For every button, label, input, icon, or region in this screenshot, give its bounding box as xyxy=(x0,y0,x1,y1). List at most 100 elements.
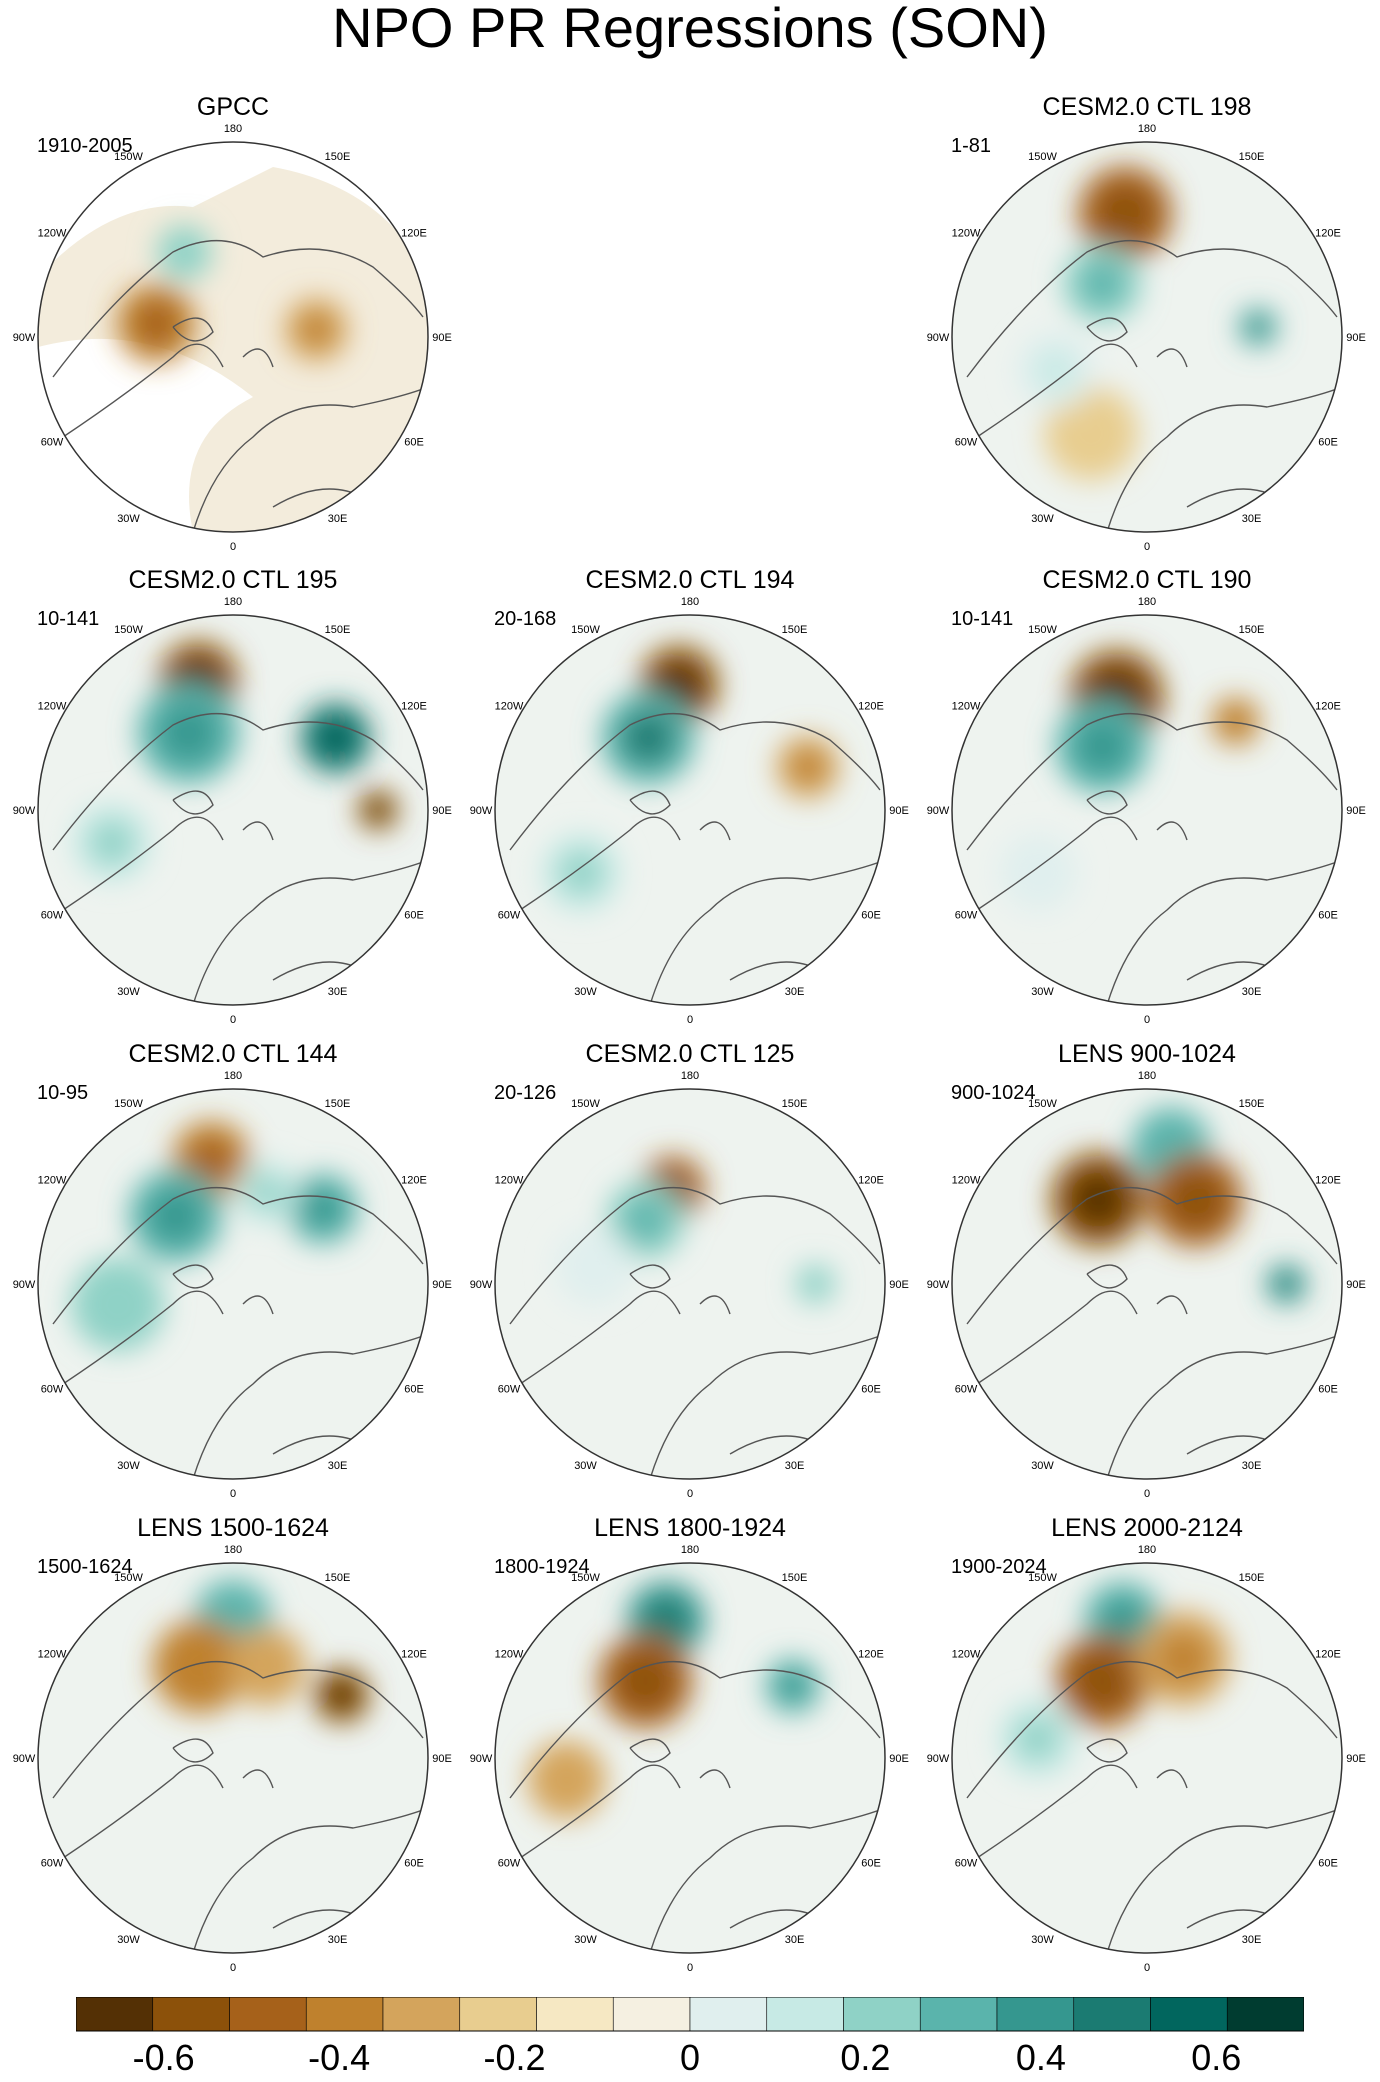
coastline xyxy=(1156,821,1188,841)
panel-period-label: 1910-2005 xyxy=(37,135,133,157)
panel-title: LENS 2000-2124 xyxy=(1051,1514,1243,1542)
longitude-label: 90W xyxy=(13,1279,36,1291)
longitude-label: 0 xyxy=(1144,1962,1150,1974)
colorbar-segment xyxy=(305,1996,384,2032)
longitude-label: 180 xyxy=(1138,123,1156,135)
longitude-label: 120W xyxy=(952,228,981,240)
longitude-label: 90E xyxy=(432,332,452,344)
panel-title: CESM2.0 CTL 194 xyxy=(585,566,795,594)
coastline xyxy=(509,712,881,851)
panel-period-label: 20-126 xyxy=(494,1082,557,1104)
anomaly-core xyxy=(1072,1173,1124,1226)
anomaly-core xyxy=(790,749,825,785)
longitude-label: 30W xyxy=(1031,513,1054,525)
coastline xyxy=(966,712,1338,851)
anomaly-core xyxy=(316,718,355,758)
longitude-label: 120W xyxy=(495,1649,524,1661)
map-border xyxy=(951,1088,1343,1480)
polar-map: 0 30E 60E 90E 120E 150E 180 150W 120W 90W 60W 30W xyxy=(927,123,1366,553)
map-border xyxy=(494,1088,886,1480)
colorbar-segment xyxy=(689,1996,768,2032)
anomaly-core xyxy=(92,1278,144,1331)
map-border xyxy=(37,141,429,533)
polar-map: 0 30E 60E 90E 120E 150E 180 150W 120W 90W 60W 30W xyxy=(927,596,1366,1026)
longitude-label: 90E xyxy=(1346,1279,1366,1291)
anomaly-core xyxy=(1080,262,1124,306)
coastline xyxy=(1106,859,1342,1005)
longitude-label: 60W xyxy=(955,910,978,922)
longitude-label: 90W xyxy=(470,805,493,817)
longitude-label: 30E xyxy=(328,513,348,525)
anomaly-core xyxy=(160,704,217,761)
longitude-label: 30W xyxy=(1031,1460,1054,1472)
longitude-label: 60E xyxy=(1318,910,1338,922)
longitude-label: 60W xyxy=(498,910,521,922)
anomaly-core xyxy=(622,711,674,764)
colorbar-segment xyxy=(843,1996,921,2032)
longitude-label: 150W xyxy=(1028,624,1057,636)
coastline xyxy=(1106,1333,1342,1479)
coastline xyxy=(172,317,214,342)
colorbar-segment xyxy=(75,1996,154,2032)
colorbar-segment xyxy=(152,1996,230,2032)
coastline xyxy=(242,1295,274,1315)
longitude-label: 90E xyxy=(1346,332,1366,344)
coastline xyxy=(62,343,224,438)
longitude-label: 60W xyxy=(498,1858,521,1870)
longitude-label: 180 xyxy=(224,1070,242,1082)
longitude-label: 90E xyxy=(889,1753,909,1765)
longitude-label: 150W xyxy=(1028,151,1057,163)
panel-period-label: 10-141 xyxy=(37,608,100,630)
anomaly-core xyxy=(1222,708,1249,735)
longitude-label: 30E xyxy=(1242,1934,1262,1946)
longitude-label: 150W xyxy=(1028,1572,1057,1584)
panel-title: CESM2.0 CTL 195 xyxy=(128,566,338,594)
longitude-label: 90W xyxy=(927,1753,950,1765)
colorbar-segment xyxy=(612,1996,691,2032)
colorbar-segment xyxy=(919,1996,998,2032)
coastline xyxy=(52,712,424,851)
longitude-label: 30E xyxy=(785,1934,805,1946)
longitude-label: 30E xyxy=(785,986,805,998)
coastline xyxy=(192,386,428,532)
map-border xyxy=(494,614,886,1006)
coastline xyxy=(242,821,274,841)
coastline xyxy=(62,1290,224,1385)
colorbar-segment xyxy=(1073,1996,1151,2032)
panel-title: CESM2.0 CTL 190 xyxy=(1042,566,1252,594)
coastline xyxy=(242,348,274,368)
longitude-label: 90W xyxy=(927,805,950,817)
longitude-label: 120E xyxy=(1315,228,1341,240)
longitude-label: 0 xyxy=(230,541,236,553)
longitude-label: 60E xyxy=(404,1384,424,1396)
colorbar-graphic xyxy=(75,1996,1305,2032)
longitude-label: 30W xyxy=(574,986,597,998)
map-background xyxy=(38,1563,428,1953)
longitude-label: 120E xyxy=(1315,1175,1341,1187)
longitude-label: 150W xyxy=(1028,1098,1057,1110)
coastline xyxy=(966,1186,1338,1325)
panel-period-label: 1-81 xyxy=(951,135,992,157)
longitude-label: 150E xyxy=(782,1572,808,1584)
longitude-label: 30E xyxy=(1242,986,1262,998)
longitude-label: 60E xyxy=(404,910,424,922)
longitude-label: 180 xyxy=(224,123,242,135)
longitude-label: 90E xyxy=(1346,1753,1366,1765)
longitude-label: 90W xyxy=(470,1279,493,1291)
coastline xyxy=(966,1660,1338,1799)
longitude-label: 120E xyxy=(401,701,427,713)
colorbar-tick-label: 0.6 xyxy=(1191,2037,1242,2078)
anomaly-core xyxy=(1033,348,1077,392)
colorbar xyxy=(75,1996,1305,2082)
colorbar-tick-label: -0.2 xyxy=(483,2037,546,2078)
coastline xyxy=(1156,348,1188,368)
longitude-label: 60E xyxy=(1318,437,1338,449)
panel-title: LENS 1800-1924 xyxy=(594,1514,786,1542)
longitude-label: 60E xyxy=(861,910,881,922)
longitude-label: 150E xyxy=(325,1098,351,1110)
coastline xyxy=(192,1333,428,1479)
coastline xyxy=(976,343,1138,438)
panel-title: LENS 900-1024 xyxy=(1058,1040,1236,1068)
coastline xyxy=(699,1769,731,1789)
longitude-label: 90W xyxy=(470,1753,493,1765)
